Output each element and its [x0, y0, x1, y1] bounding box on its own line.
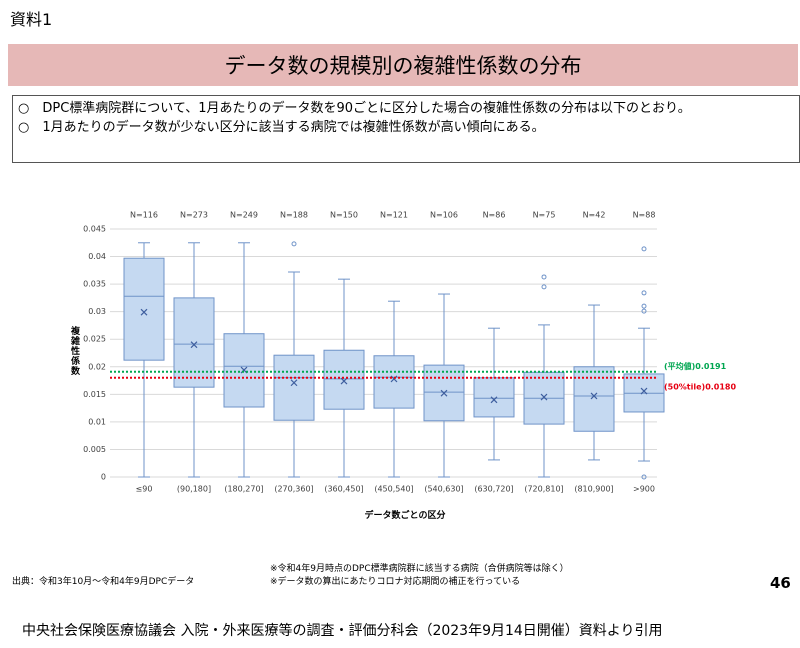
x-tick-label: (810,900]: [574, 485, 613, 494]
bullet-box: ○ DPC標準病院群について、1月あたりのデータ数を90ごとに区分した場合の複雑…: [12, 95, 800, 163]
reference-label: (50%tile)0.0180: [664, 382, 737, 391]
y-tick-label: 0.025: [83, 335, 106, 344]
x-tick-label: ≤90: [136, 485, 153, 494]
mean-marker: [140, 308, 148, 316]
outlier: [291, 241, 297, 247]
mean-marker: [190, 341, 198, 349]
mean-marker: [490, 396, 498, 404]
x-tick-label: (450,540]: [374, 485, 413, 494]
note: ※令和4年9月時点のDPC標準病院群に該当する病院（合併病院等は除く）: [270, 564, 569, 574]
mean-marker: [440, 389, 448, 397]
outlier: [541, 284, 547, 290]
outlier: [641, 474, 647, 480]
outlier: [541, 274, 547, 280]
n-label: N=188: [280, 211, 308, 220]
x-tick-label: (90,180]: [177, 485, 211, 494]
box: [273, 354, 315, 421]
outlier: [641, 246, 647, 252]
box: [473, 377, 515, 418]
source: 出典：令和3年10月～令和4年9月DPCデータ: [12, 577, 195, 587]
mean-marker: [290, 379, 298, 387]
box: [373, 355, 415, 409]
y-tick-label: 0.045: [83, 225, 106, 234]
mean-marker: [340, 377, 348, 385]
y-tick-label: 0.035: [83, 280, 106, 289]
box: [573, 366, 615, 432]
y-axis-title: 複雑性係数: [69, 326, 79, 376]
y-tick-label: 0.015: [83, 390, 106, 399]
x-tick-label: (540,630]: [424, 485, 463, 494]
x-tick-label: (630,720]: [474, 485, 513, 494]
box: [323, 349, 365, 410]
n-label: N=116: [130, 211, 158, 220]
mean-marker: [540, 393, 548, 401]
notes: ※令和4年9月時点のDPC標準病院群に該当する病院（合併病院等は除く） ※データ…: [270, 563, 569, 589]
mean-marker: [640, 387, 648, 395]
note: ※データ数の算出にあたりコロナ対応期間の補正を行っている: [270, 577, 521, 587]
n-label: N=88: [633, 211, 656, 220]
title-bar: データ数の規模別の複雑性係数の分布: [8, 44, 798, 86]
box: [123, 257, 165, 361]
n-label: N=86: [483, 211, 506, 220]
mean-marker: [590, 392, 598, 400]
y-tick-label: 0.005: [83, 445, 106, 454]
slide-title: データ数の規模別の複雑性係数の分布: [224, 54, 582, 78]
slide-label: 資料1: [10, 10, 53, 29]
reference-label: (平均値)0.0191: [664, 361, 727, 371]
citation: 中央社会保険医療協議会 入院・外来医療等の調査・評価分科会（2023年9月14日…: [22, 623, 663, 639]
y-tick-label: 0: [101, 473, 106, 482]
y-tick-label: 0.02: [88, 362, 106, 371]
n-label: N=121: [380, 211, 408, 220]
n-label: N=273: [180, 211, 208, 220]
n-label: N=75: [533, 211, 556, 220]
x-tick-label: (720,810]: [524, 485, 563, 494]
x-tick-label: (270,360]: [274, 485, 313, 494]
x-tick-label: (180,270]: [224, 485, 263, 494]
x-tick-label: >900: [633, 485, 655, 494]
outlier: [641, 308, 647, 314]
n-label: N=150: [330, 211, 358, 220]
box: [173, 297, 215, 388]
outlier: [641, 290, 647, 296]
y-tick-label: 0.01: [88, 417, 106, 426]
y-tick-label: 0.04: [88, 252, 106, 261]
n-label: N=249: [230, 211, 258, 220]
bullet: ○ 1月あたりのデータ数が少ない区分に該当する病院では複雑性係数が高い傾向にある…: [18, 120, 545, 135]
x-tick-label: (360,450]: [324, 485, 363, 494]
y-tick-label: 0.03: [88, 307, 106, 316]
x-axis-title: データ数ごとの区分: [364, 511, 446, 521]
n-label: N=106: [430, 211, 458, 220]
n-label: N=42: [583, 211, 606, 220]
page-number: 46: [770, 574, 791, 592]
outlier: [641, 303, 647, 309]
bullet: ○ DPC標準病院群について、1月あたりのデータ数を90ごとに区分した場合の複雑…: [18, 101, 691, 116]
